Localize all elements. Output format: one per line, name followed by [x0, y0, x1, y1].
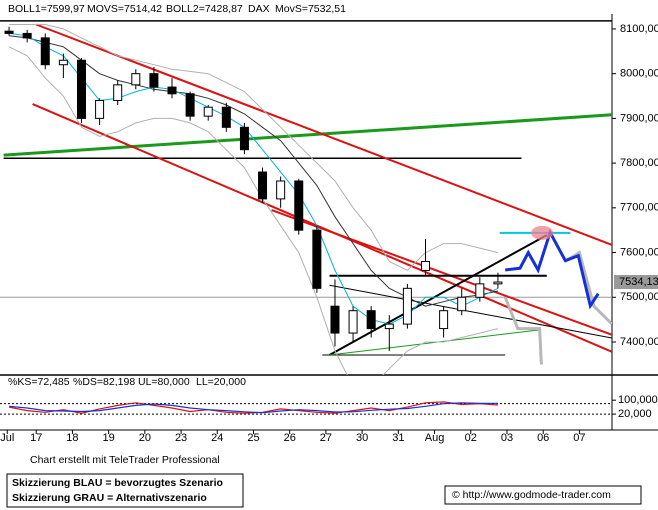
x-tick-label: 06	[537, 432, 549, 444]
legend-entry: %KS=72,485	[8, 376, 70, 388]
x-tick-label: 03	[501, 432, 513, 444]
x-tick-label: Jul	[0, 432, 14, 444]
candle-body	[276, 180, 286, 200]
legend-entry: LL=20,000	[196, 376, 246, 388]
y-tick-label: 7800,00	[620, 157, 658, 169]
y-tick-label: 8000,00	[620, 68, 658, 80]
candle-body	[185, 93, 195, 117]
candle-body	[76, 59, 86, 119]
x-tick-label: 31	[392, 432, 404, 444]
x-tick-label: 17	[30, 432, 42, 444]
x-tick-label: 18	[66, 432, 78, 444]
candle-body	[348, 310, 358, 334]
candle-body	[366, 310, 376, 330]
y-tick-label: 7500,00	[620, 291, 658, 303]
axes: 8100,00 8000,00 7900,00 7800,00 7700,00 7600,…	[0, 23, 658, 444]
x-tick-label: 26	[284, 432, 296, 444]
y-tick-label: 7400,00	[620, 336, 658, 348]
indicator-line	[8, 46, 499, 375]
candle-body	[457, 296, 467, 312]
annotation-line	[3, 113, 612, 157]
y-tick-label: 7900,00	[620, 112, 658, 124]
x-tick-label: 02	[465, 432, 477, 444]
candle-body	[384, 323, 394, 330]
y-tick-label: 20,000	[618, 408, 652, 420]
last-price-label: 7534,13	[619, 276, 658, 288]
plot-area	[0, 401, 612, 415]
x-tick-label: 27	[320, 432, 332, 444]
candle-body	[402, 287, 412, 325]
candle-body	[475, 283, 485, 298]
annotation-line	[329, 284, 612, 339]
annotation-line	[35, 23, 612, 246]
candle-body	[239, 126, 249, 151]
candle-body	[294, 180, 304, 231]
legend: BOLL1=7599,97 MOVS=7514,42 BOLL2=7428,87…	[8, 3, 346, 15]
legend-entry: DAX	[248, 3, 270, 15]
indicator-line	[9, 24, 499, 272]
legend-entry: BOLL2=7428,87	[166, 3, 243, 15]
note: Skizzierung BLAU = bevorzugtes Szenario	[12, 477, 223, 489]
y-tick-label: 7700,00	[620, 202, 658, 214]
legend-entry: %DS=82,198	[73, 376, 135, 388]
last-price-box	[614, 275, 658, 290]
candle-body	[439, 310, 449, 330]
indicator-line	[9, 35, 499, 307]
candle-body	[167, 86, 177, 95]
legend-entry: MOVS=7514,42	[87, 3, 162, 15]
legend-entry: MovS=7532,51	[275, 3, 346, 15]
x-tick-label: Aug	[425, 432, 445, 444]
indicator-line	[9, 32, 499, 325]
candle-body	[40, 37, 50, 66]
x-tick-label: 20	[139, 432, 151, 444]
candle-body	[330, 305, 340, 334]
candle-body	[95, 99, 105, 119]
highlight	[531, 225, 554, 240]
candle-body	[4, 30, 14, 34]
oscillator-line	[9, 402, 498, 414]
plot-area	[0, 20, 612, 375]
candle-body	[258, 171, 268, 200]
y-tick-label: 8100,00	[620, 23, 658, 35]
link[interactable]: © http://www.godmode-trader.com	[452, 489, 611, 501]
candle-body	[312, 229, 322, 289]
candle-body	[421, 260, 431, 271]
annotation-line	[329, 234, 548, 356]
x-tick-label: 24	[211, 432, 223, 444]
y-tick-label: 100,000	[618, 394, 658, 406]
x-tick-label: 19	[103, 432, 115, 444]
candle-body	[131, 73, 141, 86]
annotation-line	[271, 209, 612, 336]
y-tick-label: 7600,00	[620, 246, 658, 258]
candle-body	[493, 281, 503, 285]
candle-body	[203, 106, 213, 117]
x-tick-label: 07	[573, 432, 585, 444]
candle-body	[221, 106, 231, 128]
credit: Chart erstellt mit TeleTrader Profession…	[30, 454, 220, 466]
candle-body	[58, 59, 68, 66]
legend: %KS=72,485 %DS=82,198 UL=80,000 LL=20,00…	[8, 376, 246, 388]
x-tick-label: 30	[356, 432, 368, 444]
candle-body	[22, 32, 32, 39]
x-tick-label: 23	[175, 432, 187, 444]
legend-entry: UL=80,000	[138, 376, 190, 388]
candle-body	[113, 84, 123, 101]
x-tick-label: 25	[247, 432, 259, 444]
note: Skizzierung GRAU = Alternativszenario	[12, 492, 207, 504]
note-box	[6, 473, 244, 508]
legend-entry: BOLL1=7599,97	[8, 3, 85, 15]
annotation-line	[503, 296, 543, 365]
candle-body	[149, 73, 159, 88]
link-box	[444, 485, 642, 505]
